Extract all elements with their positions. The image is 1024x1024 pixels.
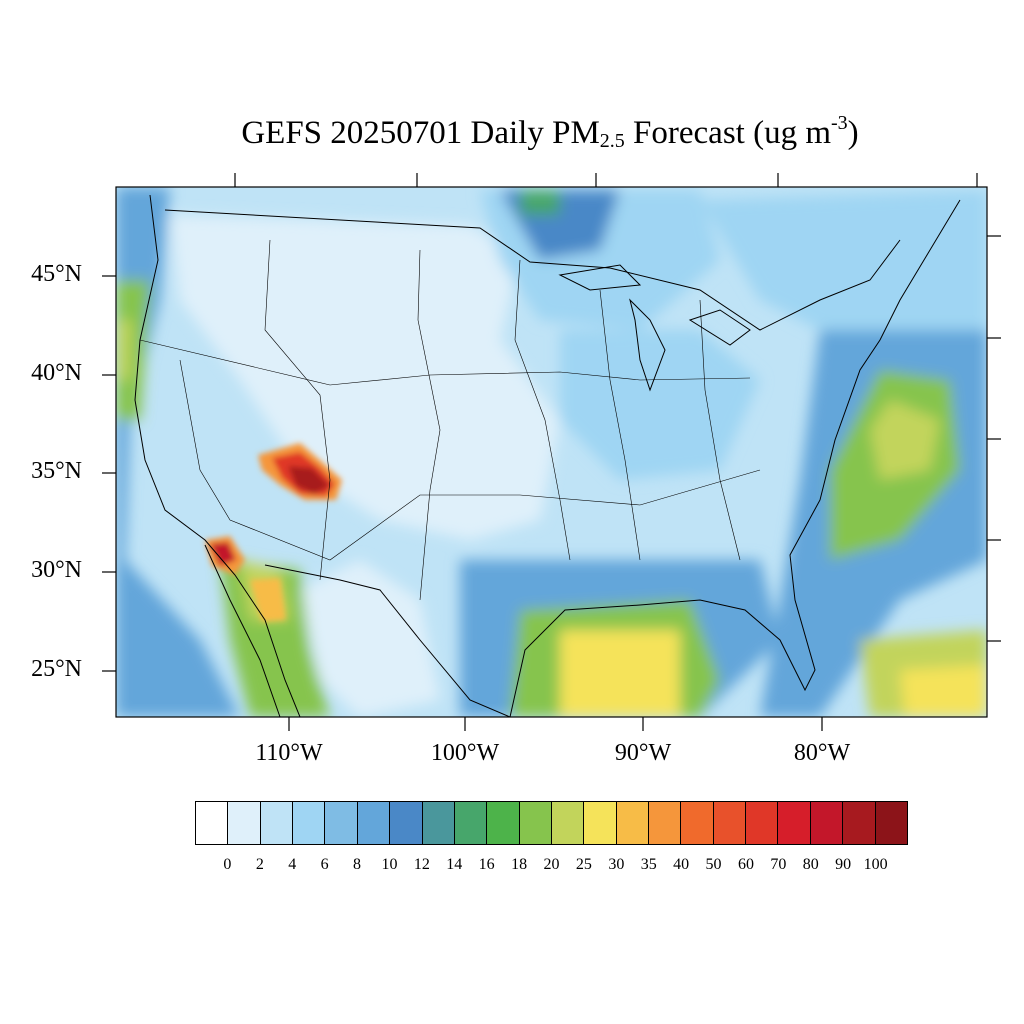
canada-border [164,209,901,331]
colorbar-level-label: 0 [223,856,232,873]
colorbar-level-label: 16 [478,856,495,873]
title-suffix: Forecast (ug m [624,115,831,151]
colorbar-swatch [649,802,682,844]
colorbar-swatch [357,802,391,844]
lon-label-100w: 100°W [430,740,500,766]
colorbar-swatch [293,802,326,844]
lon-label-80w: 80°W [793,740,851,766]
mexico-border [264,564,511,717]
colorbar-swatch [454,802,488,844]
colorbar-swatch [390,802,423,844]
colorbar [195,801,908,845]
colorbar-level-label: 40 [673,856,690,873]
colorbar-level-label: 50 [705,856,722,873]
pacific-coastline [134,194,301,717]
state-line-e [514,259,571,561]
map-frame [115,186,988,718]
lat-label-40: 40°N [31,360,82,386]
lat-label-30: 30°N [31,557,82,583]
colorbar-level-label: 6 [320,856,329,873]
colorbar-level-label: 30 [608,856,625,873]
colorbar-swatch [519,802,552,844]
colorbar-level-label: 4 [288,856,297,873]
map-field [116,187,987,717]
colorbar-level-label: 25 [575,856,592,873]
colorbar-level-label: 8 [353,856,362,873]
state-line-g [699,299,741,561]
lat-label-45: 45°N [31,261,82,287]
title-end: ) [847,115,859,151]
colorbar-swatch [843,802,876,844]
lon-label-110w: 110°W [255,740,323,766]
colorbar-swatch [746,802,779,844]
title-superscript: -3 [831,112,848,134]
colorbar-level-label: 20 [543,856,560,873]
title-prefix: GEFS 20250701 Daily PM [241,115,600,151]
colorbar-swatch [325,802,358,844]
colorbar-swatch [681,802,714,844]
colorbar-swatch [778,802,811,844]
colorbar-swatch [422,802,455,844]
state-line-f [599,289,641,561]
colorbar-level-label: 60 [737,856,754,873]
colorbar-level-label: 90 [835,856,852,873]
gulf-atlantic-coastline [509,199,961,717]
colorbar-level-label: 2 [255,856,264,873]
colorbar-swatch [810,802,844,844]
colorbar-swatch [228,802,261,844]
smoke-plumes [205,443,342,622]
title-subscript: 2.5 [599,130,625,152]
state-line-b [179,359,761,561]
colorbar-swatch [616,802,650,844]
colorbar-level-label: 18 [511,856,528,873]
concentration-field [116,187,987,717]
lake-michigan [629,298,666,392]
baja-coastline [204,544,281,717]
colorbar-level-label: 14 [446,856,463,873]
colorbar-level-label: 12 [413,856,430,873]
colorbar-swatch [487,802,520,844]
colorbar-swatch [875,802,907,844]
boundaries [134,194,961,717]
state-line-d [417,249,441,601]
colorbar-swatch [260,802,294,844]
colorbar-level-label: 70 [770,856,787,873]
colorbar-level-label: 10 [381,856,398,873]
colorbar-swatch [551,802,585,844]
lake-superior [558,264,642,291]
colorbar-swatch [713,802,747,844]
lake-huron [688,309,751,346]
colorbar-level-label: 100 [863,856,888,873]
colorbar-swatch [584,802,617,844]
colorbar-level-label: 35 [640,856,657,873]
map-title: GEFS 20250701 Daily PM2.5 Forecast (ug m… [0,112,1024,153]
state-line-c [264,239,331,581]
lat-label-25: 25°N [31,656,82,682]
lat-label-35: 35°N [31,458,82,484]
lon-label-90w: 90°W [614,740,672,766]
tick-marks [102,173,1001,731]
state-line-a [139,339,751,386]
colorbar-level-label: 80 [802,856,819,873]
colorbar-swatch [196,802,229,844]
